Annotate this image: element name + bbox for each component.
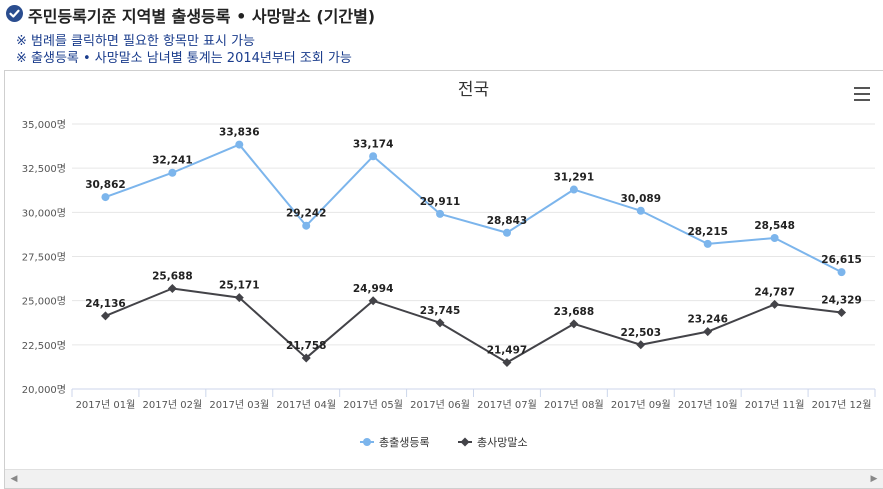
y-tick-label: 20,000명 xyxy=(22,384,66,396)
data-point-death xyxy=(837,308,847,318)
legend-hint-note: ※ 범례를 클릭하면 필요한 항목만 표시 가능 xyxy=(16,34,256,49)
data-label: 33,836 xyxy=(219,127,260,139)
data-label: 22,503 xyxy=(621,327,662,339)
x-tick-label: 2017년 03월 xyxy=(209,399,269,411)
data-point-death xyxy=(301,353,311,363)
data-label: 24,787 xyxy=(754,286,795,298)
data-point-birth xyxy=(837,268,846,277)
data-point-death xyxy=(502,358,512,368)
x-tick-label: 2017년 07월 xyxy=(477,399,537,411)
data-point-death xyxy=(234,293,244,303)
data-point-death xyxy=(703,327,713,337)
y-tick-label: 35,000명 xyxy=(22,119,66,131)
y-tick-label: 30,000명 xyxy=(22,207,66,219)
data-label: 28,215 xyxy=(687,226,728,238)
data-label: 23,246 xyxy=(687,314,728,326)
scroll-right-arrow-icon[interactable]: ▶ xyxy=(870,474,878,484)
x-tick-label: 2017년 11월 xyxy=(745,399,805,411)
data-point-death xyxy=(636,340,646,350)
data-label: 25,688 xyxy=(152,271,193,283)
data-label: 24,136 xyxy=(85,298,126,310)
line-chart: 전국 20,000명 22,500명 25,000명 27,500명 30,000명 32,… xyxy=(22,80,876,449)
data-point-birth xyxy=(101,193,110,202)
page-title: 주민등록기준 지역별 출생등록 • 사망말소 (기간별) xyxy=(28,7,376,26)
chart-container: 전국 20,000명 22,500명 25,000명 27,500명 30,000명 32,… xyxy=(4,70,883,489)
x-tick-label: 2017년 01월 xyxy=(76,399,136,411)
data-label: 29,242 xyxy=(286,208,327,220)
legend-marker-circle-icon xyxy=(363,438,371,446)
data-label: 25,171 xyxy=(219,280,260,292)
data-label: 28,843 xyxy=(487,215,528,227)
data-label: 30,089 xyxy=(621,193,662,205)
data-point-death xyxy=(770,299,780,309)
y-tick-label: 25,000명 xyxy=(22,296,66,308)
data-label: 21,758 xyxy=(286,340,327,352)
data-point-birth xyxy=(436,209,445,218)
data-point-birth xyxy=(369,152,378,161)
data-point-birth xyxy=(502,228,511,237)
data-label: 30,862 xyxy=(85,179,126,191)
legend-item-label[interactable]: 총사망말소 xyxy=(477,436,528,449)
data-label: 24,994 xyxy=(353,283,394,295)
data-label: 26,615 xyxy=(821,254,862,266)
data-label: 23,745 xyxy=(420,305,461,317)
data-label: 32,241 xyxy=(152,155,193,167)
data-label: 29,911 xyxy=(420,196,461,208)
data-point-birth xyxy=(569,185,578,194)
header: 주민등록기준 지역별 출생등록 • 사망말소 (기간별) ※ 범례를 클릭하면 … xyxy=(0,0,883,70)
check-circle-icon xyxy=(6,5,23,22)
gender-stats-note: ※ 출생등록 • 사망말소 남녀별 통계는 2014년부터 조회 가능 xyxy=(16,51,352,66)
series-line-death xyxy=(105,287,842,364)
data-point-birth xyxy=(770,233,779,242)
data-label: 33,174 xyxy=(353,138,394,150)
data-label: 21,497 xyxy=(487,345,528,357)
x-tick-label: 2017년 04월 xyxy=(276,399,336,411)
series-line-birth xyxy=(105,143,842,274)
y-tick-label: 27,500명 xyxy=(22,252,66,264)
x-tick-label: 2017년 10월 xyxy=(678,399,738,411)
x-tick-label: 2017년 12월 xyxy=(812,399,872,411)
data-label: 31,291 xyxy=(554,172,595,184)
horizontal-scrollbar[interactable]: ◀ ▶ xyxy=(5,469,883,488)
data-point-death xyxy=(100,311,110,321)
scroll-left-arrow-icon[interactable]: ◀ xyxy=(10,474,18,484)
data-label: 28,548 xyxy=(754,220,795,232)
x-tick-label: 2017년 08월 xyxy=(544,399,604,411)
x-tick-label: 2017년 02월 xyxy=(142,399,202,411)
x-tick-label: 2017년 05월 xyxy=(343,399,403,411)
data-point-birth xyxy=(302,221,311,230)
data-point-death xyxy=(569,319,579,329)
legend-marker-diamond-icon xyxy=(460,437,470,447)
x-tick-label: 2017년 06월 xyxy=(410,399,470,411)
y-tick-label: 22,500명 xyxy=(22,340,66,352)
legend-item-label[interactable]: 총출생등록 xyxy=(379,436,430,449)
chart-title: 전국 xyxy=(458,80,489,100)
data-point-birth xyxy=(235,140,244,149)
chart-menu-icon[interactable] xyxy=(854,87,870,101)
data-point-birth xyxy=(168,168,177,177)
data-point-birth xyxy=(703,239,712,248)
x-tick-label: 2017년 09월 xyxy=(611,399,671,411)
data-point-death xyxy=(167,284,177,294)
data-point-death xyxy=(368,296,378,306)
data-label: 24,329 xyxy=(821,295,862,307)
data-label: 23,688 xyxy=(554,306,595,318)
data-point-birth xyxy=(636,206,645,215)
y-tick-label: 32,500명 xyxy=(22,163,66,175)
data-point-death xyxy=(435,318,445,328)
